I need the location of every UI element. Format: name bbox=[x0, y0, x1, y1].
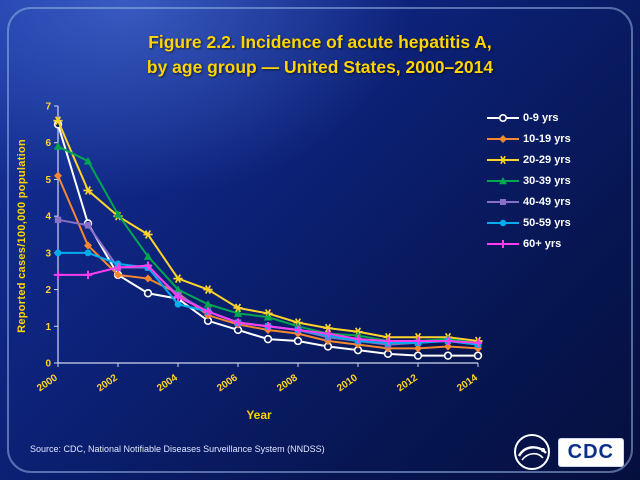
x-tick-label: 2002 bbox=[95, 372, 120, 394]
source-text: Source: CDC, National Notifiable Disease… bbox=[30, 444, 325, 454]
x-tick-label: 2008 bbox=[275, 372, 300, 394]
legend-item-40-49-yrs: 40-49 yrs bbox=[486, 196, 571, 208]
legend: 0-9 yrs 10-19 yrs 20-29 yrs 30-39 yrs 40-49 … bbox=[486, 112, 571, 250]
legend-label: 0-9 yrs bbox=[523, 112, 559, 124]
x-tick-label: 2012 bbox=[395, 372, 420, 394]
legend-marker-icon bbox=[487, 135, 519, 143]
series-line-20-29 yrs bbox=[57, 120, 479, 342]
legend-marker-icon bbox=[487, 219, 519, 227]
legend-label: 10-19 yrs bbox=[523, 133, 571, 145]
page-title-line-2: by age group — United States, 2000–2014 bbox=[146, 57, 494, 78]
legend-label: 60+ yrs bbox=[523, 238, 562, 250]
y-tick-label: 5 bbox=[45, 175, 51, 186]
line-chart: 0 1 2 3 4 5 6 7 2000 2002 2004 2006 2008 2010 2012 2014 bbox=[35, 102, 483, 394]
hhs-eagle-icon bbox=[513, 434, 550, 470]
x-tick-label: 2004 bbox=[155, 372, 180, 394]
x-tick-label: 2000 bbox=[35, 372, 60, 394]
series-line-0-9 yrs bbox=[57, 124, 478, 357]
y-tick-label: 0 bbox=[45, 359, 51, 370]
legend-marker-icon bbox=[487, 177, 519, 185]
legend-item-10-19-yrs: 10-19 yrs bbox=[486, 133, 571, 145]
y-tick-label: 7 bbox=[45, 102, 51, 113]
legend-item-60+-yrs: 60+ yrs bbox=[486, 238, 571, 250]
cdc-logo: CDC bbox=[557, 437, 624, 467]
legend-marker-icon bbox=[487, 240, 519, 248]
footer-logos: CDC bbox=[512, 432, 624, 472]
page-title-line-1: Figure 2.2. Incidence of acute hepatitis… bbox=[148, 32, 492, 52]
legend-item-0-9-yrs: 0-9 yrs bbox=[486, 112, 571, 124]
legend-item-50-59-yrs: 50-59 yrs bbox=[486, 217, 571, 229]
y-tick-label: 1 bbox=[45, 322, 51, 333]
legend-marker-icon bbox=[487, 199, 519, 205]
page-title: Figure 2.2. Incidence of acute hepatitis… bbox=[0, 30, 640, 81]
legend-marker-icon bbox=[487, 155, 519, 165]
legend-marker-icon bbox=[487, 113, 519, 123]
y-tick-label: 3 bbox=[45, 248, 51, 259]
legend-label: 40-49 yrs bbox=[523, 196, 571, 208]
legend-label: 20-29 yrs bbox=[523, 154, 571, 166]
x-tick-label: 2006 bbox=[215, 372, 240, 394]
x-tick-label: 2014 bbox=[455, 372, 480, 394]
legend-item-20-29-yrs: 20-29 yrs bbox=[486, 154, 571, 166]
legend-label: 50-59 yrs bbox=[523, 217, 571, 229]
y-tick-label: 6 bbox=[45, 138, 51, 149]
x-tick-label: 2010 bbox=[335, 372, 360, 394]
x-axis-label: Year bbox=[246, 408, 272, 422]
legend-label: 30-39 yrs bbox=[523, 175, 571, 187]
y-tick-label: 4 bbox=[45, 212, 51, 223]
legend-item-30-39-yrs: 30-39 yrs bbox=[486, 175, 571, 187]
y-axis-label: Reported cases/100,000 population bbox=[16, 139, 28, 333]
y-tick-label: 2 bbox=[45, 285, 51, 296]
